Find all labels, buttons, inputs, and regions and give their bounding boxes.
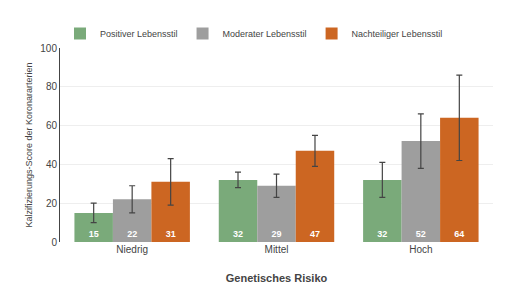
svg-text:Kalzifizierungs-Score der Koro: Kalzifizierungs-Score der Koronararterie… [24,62,34,227]
svg-text:Moderater Lebensstil: Moderater Lebensstil [223,29,307,39]
svg-text:Nachteiliger Lebensstil: Nachteiliger Lebensstil [352,29,443,39]
svg-text:Niedrig: Niedrig [116,244,148,255]
svg-text:Genetisches Risiko: Genetisches Risiko [226,272,328,284]
svg-text:22: 22 [127,229,137,239]
svg-text:20: 20 [46,198,58,209]
svg-text:80: 80 [46,81,58,92]
svg-text:29: 29 [271,229,281,239]
svg-text:64: 64 [454,229,464,239]
svg-text:32: 32 [233,229,243,239]
svg-text:0: 0 [51,237,57,248]
svg-text:100: 100 [40,43,57,54]
svg-text:Hoch: Hoch [409,244,432,255]
svg-text:32: 32 [377,229,387,239]
svg-text:Positiver Lebensstil: Positiver Lebensstil [100,29,178,39]
svg-text:31: 31 [166,229,176,239]
svg-text:Mittel: Mittel [265,244,289,255]
svg-text:40: 40 [46,159,58,170]
svg-text:60: 60 [46,120,58,131]
svg-text:15: 15 [89,229,99,239]
svg-text:52: 52 [416,229,426,239]
svg-text:47: 47 [310,229,320,239]
